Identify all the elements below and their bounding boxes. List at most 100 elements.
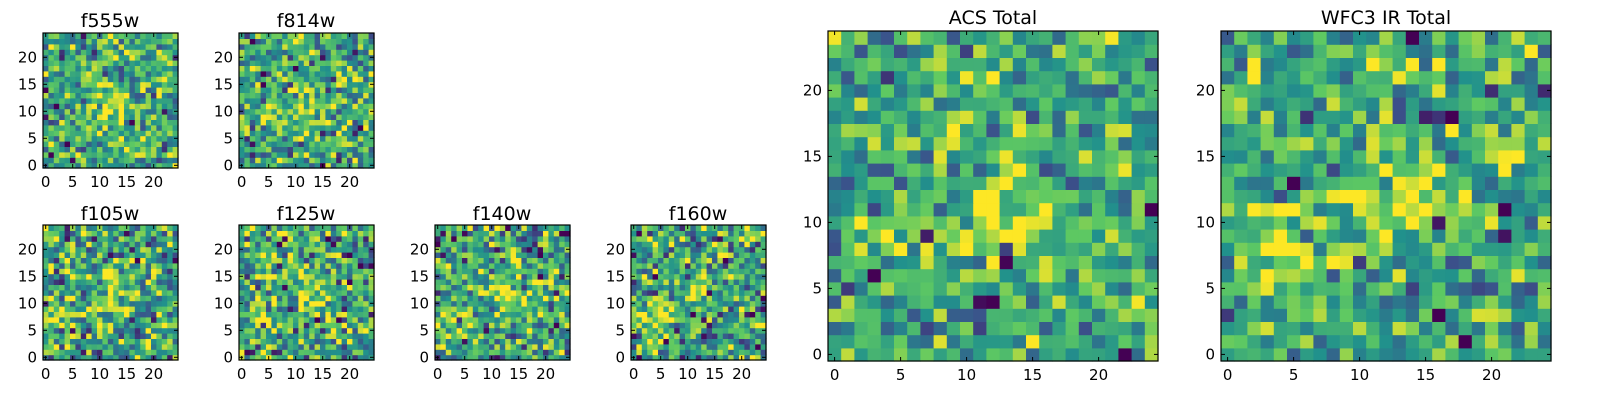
heatmap-cell — [134, 268, 141, 275]
heatmap-cell — [478, 300, 485, 307]
heatmap-cell — [510, 262, 517, 269]
heatmap-cell — [255, 289, 262, 296]
heatmap-cell — [1260, 334, 1275, 349]
heatmap-cell — [325, 49, 332, 56]
heatmap-cell — [543, 235, 549, 242]
heatmap-cell — [287, 33, 294, 39]
heatmap-cell — [320, 87, 326, 93]
heatmap-cell — [526, 241, 533, 248]
heatmap-cell — [113, 141, 120, 147]
heatmap-cell — [118, 54, 125, 61]
heatmap-cell — [249, 343, 256, 350]
heatmap-cell — [722, 241, 729, 248]
y-tick-label: 20 — [18, 240, 37, 258]
heatmap-cell — [167, 114, 174, 120]
heatmap-cell — [244, 103, 251, 110]
heatmap-cell — [70, 92, 76, 99]
heatmap-cell — [462, 343, 468, 350]
heatmap-cell — [505, 343, 512, 350]
heatmap-cell — [244, 65, 251, 72]
heatmap-cell — [841, 347, 855, 362]
heatmap-cell — [668, 230, 675, 237]
heatmap-cell — [636, 316, 643, 323]
heatmap-cell — [161, 235, 168, 242]
heatmap-cell — [445, 246, 452, 253]
heatmap-cell — [1405, 229, 1420, 243]
heatmap-cell — [75, 273, 82, 280]
heatmap-cell — [129, 49, 136, 56]
heatmap-cell — [260, 300, 267, 307]
heatmap-cell — [48, 349, 55, 356]
heatmap-cell — [907, 189, 921, 204]
heatmap-cell — [647, 268, 654, 275]
heatmap-cell — [706, 327, 713, 334]
heatmap-cell — [712, 246, 718, 253]
heatmap-cell — [70, 338, 76, 345]
heatmap-cell — [70, 235, 76, 242]
heatmap-cell — [75, 60, 82, 66]
heatmap-cell — [352, 279, 359, 285]
heatmap-cell — [451, 268, 458, 275]
heatmap-cell — [1339, 215, 1354, 230]
heatmap-cell — [70, 333, 76, 339]
heatmap-cell — [445, 295, 452, 302]
heatmap-cell — [298, 273, 305, 280]
heatmap-cell — [113, 76, 120, 83]
heatmap-cell — [341, 311, 348, 318]
heatmap-cell — [336, 306, 343, 312]
heatmap-cell — [744, 333, 751, 339]
heatmap-cell — [134, 130, 141, 137]
heatmap-cell — [755, 333, 762, 339]
heatmap-cell — [548, 343, 555, 350]
heatmap-cell — [352, 130, 359, 137]
heatmap-cell — [526, 343, 533, 350]
heatmap-cell — [59, 289, 66, 296]
heatmap-cell — [1065, 31, 1080, 45]
heatmap-cell — [80, 65, 87, 72]
heatmap-cell — [298, 343, 305, 350]
heatmap-cell — [140, 311, 147, 318]
heatmap-cell — [828, 321, 842, 336]
heatmap-cell — [357, 87, 364, 93]
heatmap-cell — [255, 262, 262, 269]
x-tick-label: 20 — [536, 365, 555, 383]
heatmap-cell — [1234, 308, 1248, 322]
heatmap-cell — [462, 246, 468, 253]
heatmap-cell — [161, 49, 168, 56]
heatmap-cell — [86, 262, 93, 269]
heatmap-cell — [1039, 255, 1053, 270]
heatmap-cell — [134, 151, 141, 158]
heatmap-cell — [309, 114, 316, 120]
heatmap-cell — [854, 57, 869, 72]
heatmap-cell — [347, 230, 353, 237]
heatmap-cell — [347, 151, 353, 158]
heatmap-cell — [999, 347, 1014, 362]
heatmap-cell — [744, 230, 751, 237]
heatmap-cell — [347, 241, 353, 248]
heatmap-cell — [107, 97, 114, 104]
heatmap-cell — [276, 38, 283, 45]
heatmap-cell — [276, 262, 283, 269]
heatmap-cell — [841, 44, 855, 58]
heatmap-cell — [712, 316, 718, 323]
heatmap-cell — [107, 273, 114, 280]
heatmap-cell — [521, 284, 528, 291]
heatmap-cell — [559, 252, 566, 258]
heatmap-cell — [706, 354, 713, 361]
heatmap-cell — [663, 300, 670, 307]
heatmap-cell — [156, 316, 163, 323]
heatmap-cell — [548, 268, 555, 275]
heatmap-cell — [363, 235, 370, 242]
heatmap-cell — [445, 284, 452, 291]
heatmap-cell — [330, 268, 337, 275]
heatmap-cell — [674, 338, 681, 345]
heatmap-cell — [113, 235, 120, 242]
heatmap-cell — [172, 146, 179, 153]
heatmap-cell — [880, 31, 895, 45]
heatmap-cell — [118, 343, 125, 350]
heatmap-cell — [266, 252, 272, 258]
heatmap-cell — [341, 279, 348, 285]
heatmap-cell — [320, 311, 326, 318]
heatmap-cell — [357, 289, 364, 296]
heatmap-cell — [330, 76, 337, 83]
